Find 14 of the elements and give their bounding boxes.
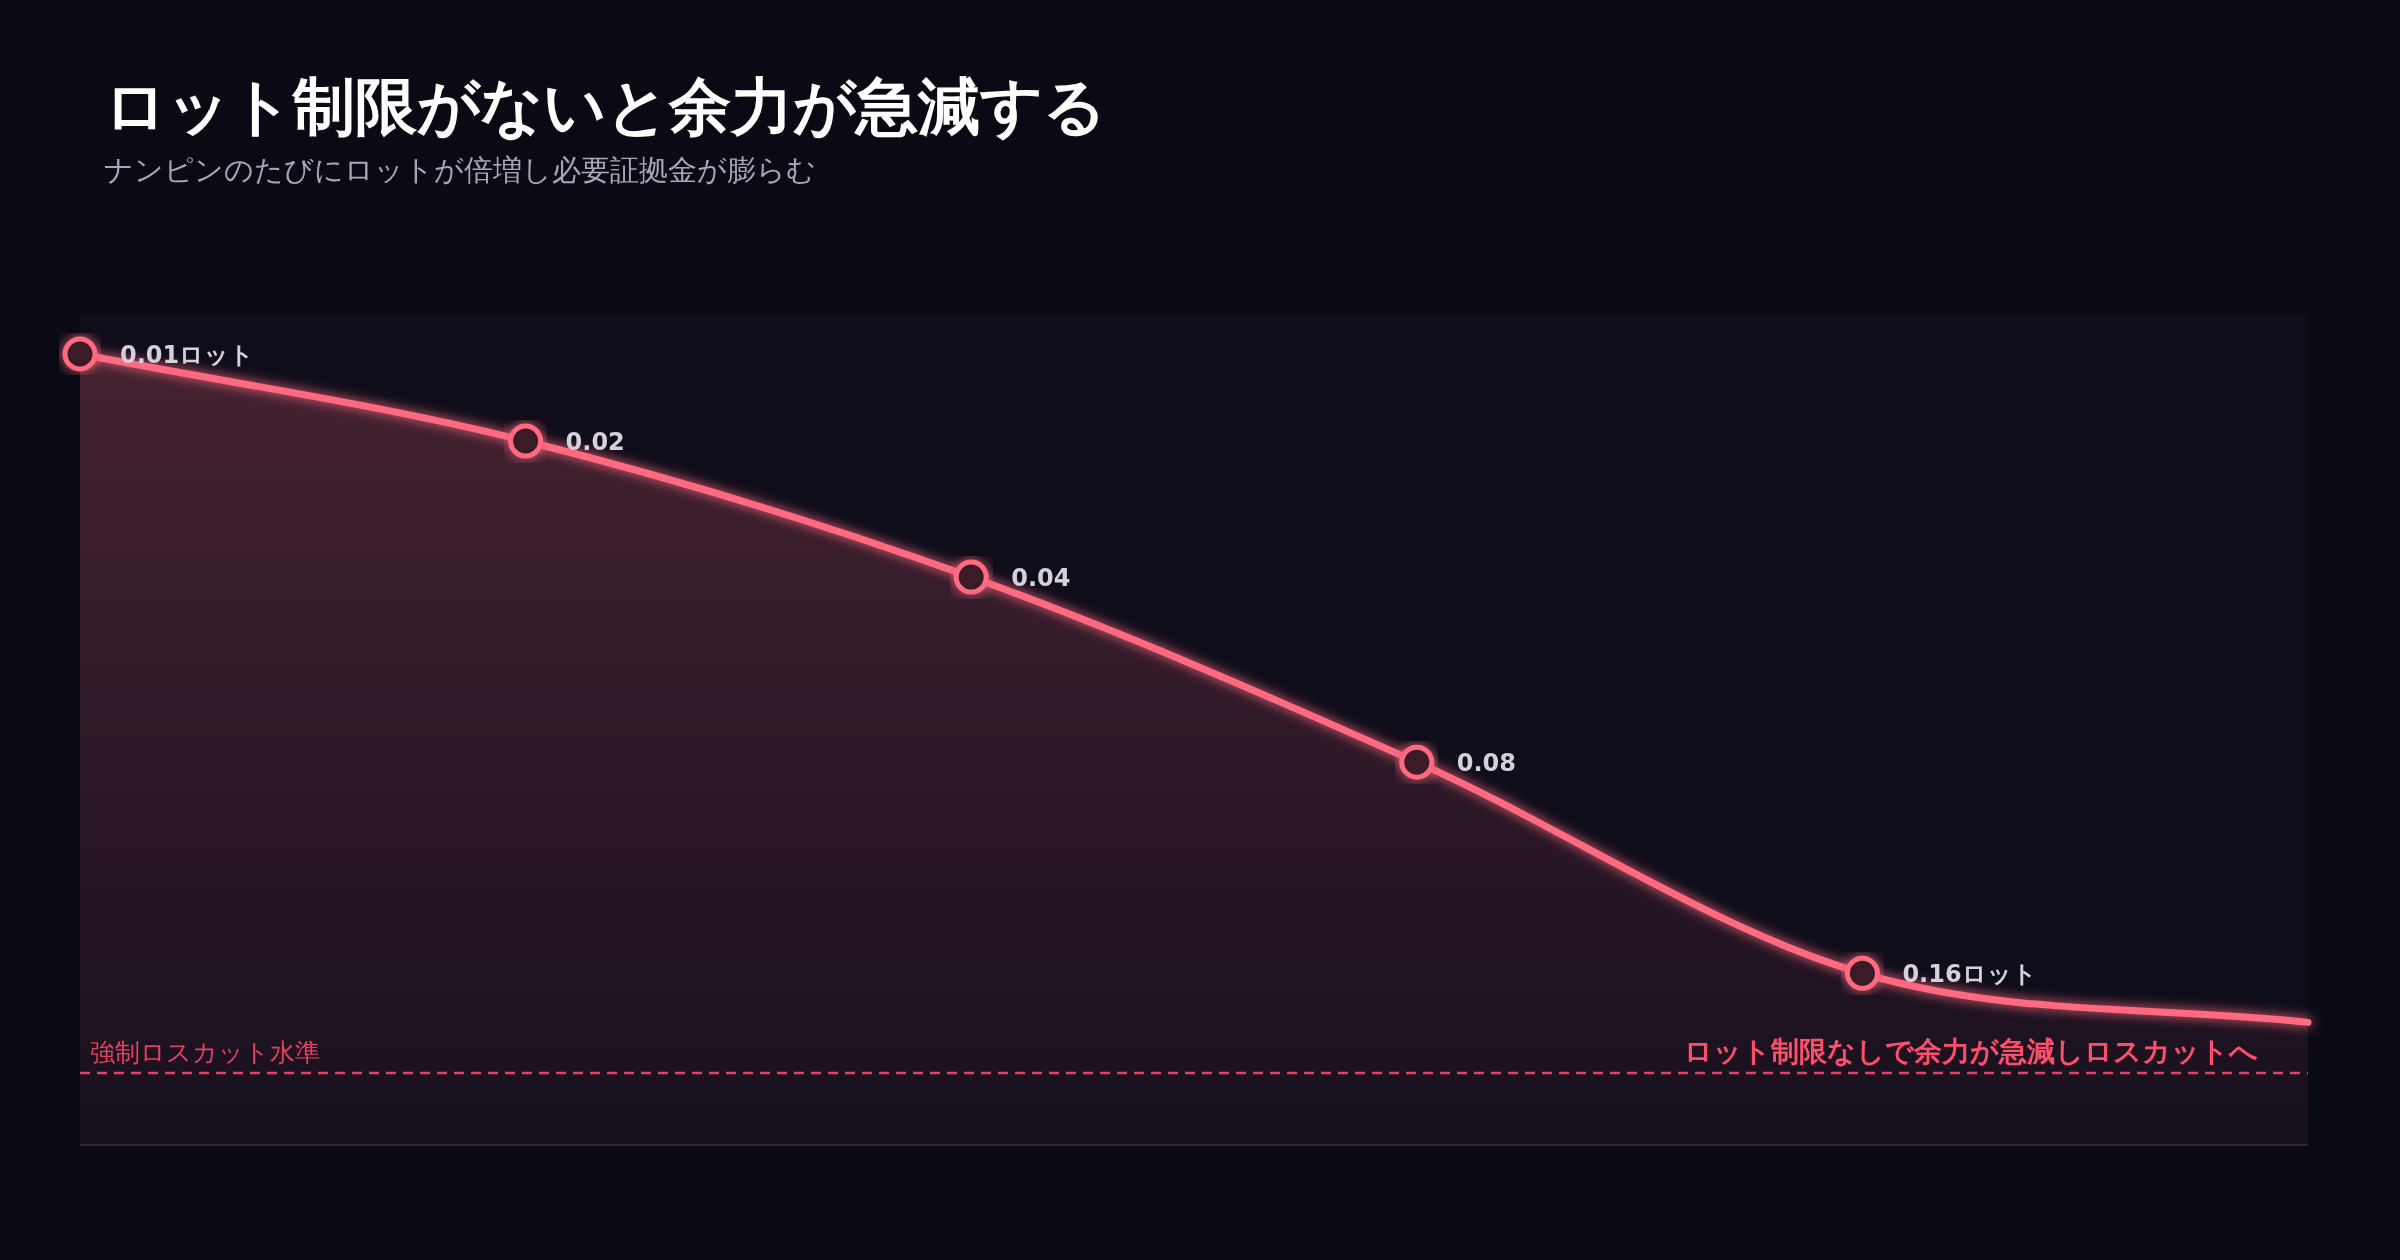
- annotation: ロット制限なしで余力が急減しロスカットへ: [1684, 1035, 2258, 1069]
- annotation: 0.04: [1011, 564, 1071, 593]
- point: [62, 336, 98, 372]
- point: [1844, 955, 1880, 991]
- annotation: 0.16ロット: [1902, 960, 2037, 989]
- point: [953, 559, 989, 595]
- annotation: 0.02: [565, 428, 625, 457]
- annotation: 0.08: [1456, 749, 1517, 778]
- annotation: 0.01ロット: [120, 341, 255, 369]
- chart-subtitle: ナンピンのたびにロットが倍増し必要証拠金が膨らむ: [104, 153, 816, 187]
- point: [508, 423, 544, 459]
- ref-line-label: 強制ロスカット水準: [90, 1038, 320, 1068]
- point: [1399, 744, 1435, 780]
- chart-title: ロット制限がないと余力が急減する: [104, 70, 1106, 143]
